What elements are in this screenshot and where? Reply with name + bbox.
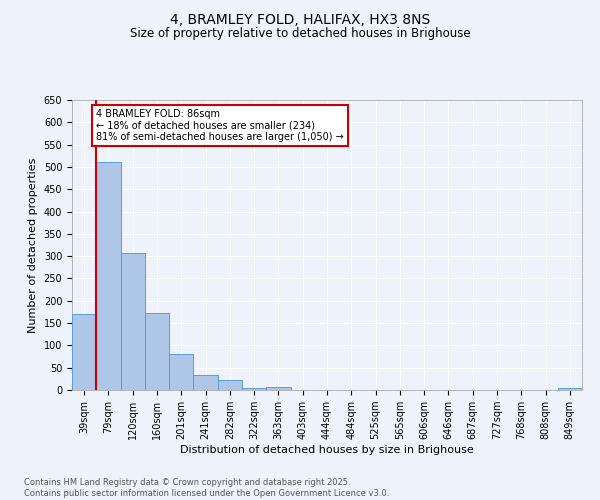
- Bar: [266, 388, 290, 390]
- Bar: [218, 380, 242, 390]
- Bar: [193, 376, 218, 390]
- Text: 4 BRAMLEY FOLD: 86sqm
← 18% of detached houses are smaller (234)
81% of semi-det: 4 BRAMLEY FOLD: 86sqm ← 18% of detached …: [96, 109, 344, 142]
- Bar: [145, 313, 169, 390]
- Y-axis label: Number of detached properties: Number of detached properties: [28, 158, 38, 332]
- Text: 4, BRAMLEY FOLD, HALIFAX, HX3 8NS: 4, BRAMLEY FOLD, HALIFAX, HX3 8NS: [170, 12, 430, 26]
- Bar: [558, 388, 582, 390]
- Bar: [96, 162, 121, 390]
- Text: Contains HM Land Registry data © Crown copyright and database right 2025.
Contai: Contains HM Land Registry data © Crown c…: [24, 478, 389, 498]
- Bar: [72, 314, 96, 390]
- X-axis label: Distribution of detached houses by size in Brighouse: Distribution of detached houses by size …: [180, 445, 474, 455]
- Bar: [121, 252, 145, 390]
- Bar: [242, 388, 266, 390]
- Text: Size of property relative to detached houses in Brighouse: Size of property relative to detached ho…: [130, 28, 470, 40]
- Bar: [169, 354, 193, 390]
